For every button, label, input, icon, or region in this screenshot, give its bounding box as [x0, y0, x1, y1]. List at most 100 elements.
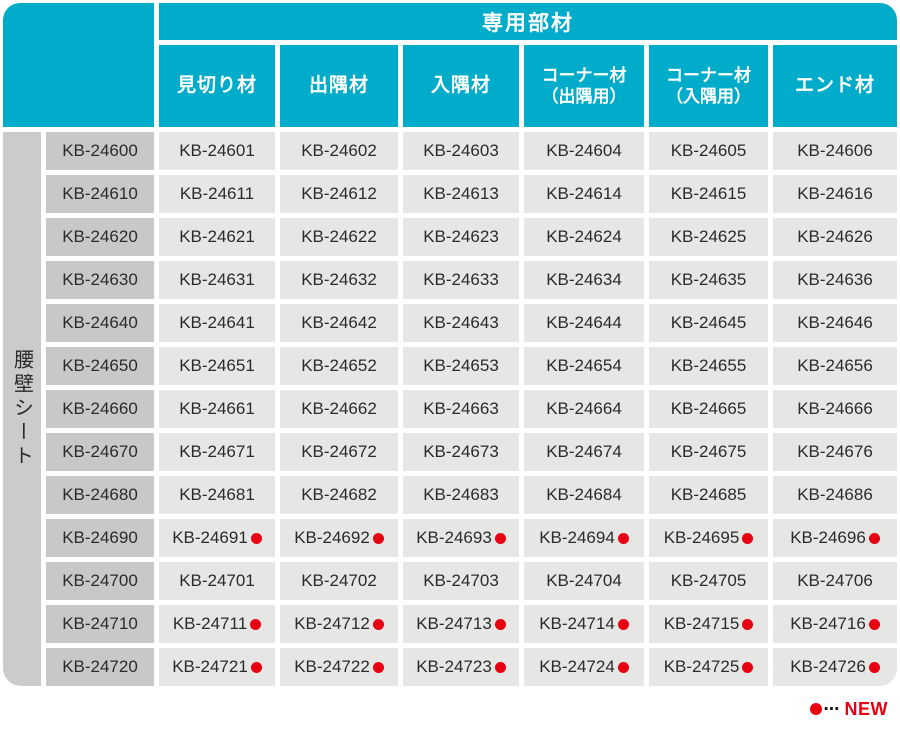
row-header-code: KB-24680	[62, 485, 138, 504]
part-code: KB-24676	[797, 442, 873, 461]
row-header: KB-24630	[46, 261, 154, 299]
legend-new-label: NEW	[844, 698, 888, 719]
part-code: KB-24686	[797, 485, 873, 504]
part-code: KB-24693	[416, 528, 492, 547]
part-code: KB-24604	[546, 141, 622, 160]
part-code: KB-24701	[179, 571, 255, 590]
part-code-cell: KB-24675	[649, 433, 768, 471]
row-header-code: KB-24670	[62, 442, 138, 461]
part-code: KB-24603	[423, 141, 499, 160]
row-header-code: KB-24720	[62, 657, 138, 676]
part-code: KB-24702	[301, 571, 377, 590]
new-dot-icon	[372, 661, 384, 673]
part-code: KB-24613	[423, 184, 499, 203]
part-code: KB-24645	[670, 313, 747, 332]
new-dot-icon	[868, 532, 880, 544]
part-code-cell: KB-24702	[280, 562, 398, 600]
part-code: KB-24682	[301, 485, 377, 504]
part-code: KB-24611	[179, 184, 255, 203]
part-code: KB-24675	[670, 442, 747, 461]
part-code: KB-24674	[546, 442, 622, 461]
part-code: KB-24665	[670, 399, 747, 418]
row-header: KB-24620	[46, 218, 154, 256]
part-code: KB-24695	[663, 528, 740, 547]
part-code-cell: KB-24684	[524, 476, 644, 514]
row-header-code: KB-24600	[62, 141, 138, 160]
part-code: KB-24656	[797, 356, 873, 375]
part-code-cell: KB-24693	[403, 519, 519, 557]
part-code: KB-24653	[423, 356, 499, 375]
part-code-cell: KB-24706	[773, 562, 897, 600]
new-dot-icon	[494, 661, 506, 673]
part-code-cell: KB-24644	[524, 304, 644, 342]
part-code-cell: KB-24643	[403, 304, 519, 342]
part-code: KB-24644	[546, 313, 622, 332]
part-code-cell: KB-24623	[403, 218, 519, 256]
column-header-sublabel: （入隅用）	[666, 87, 751, 106]
column-header-label: エンド材	[794, 75, 875, 97]
part-code: KB-24651	[179, 356, 255, 375]
part-code: KB-24624	[546, 227, 622, 246]
part-code: KB-24626	[797, 227, 873, 246]
part-code-cell: KB-24676	[773, 433, 897, 471]
column-header-sublabel: （出隅用）	[541, 87, 627, 106]
part-code: KB-24715	[663, 614, 740, 633]
column-header-label: 入隅材	[430, 75, 491, 97]
table-title: 専用部材	[482, 11, 574, 35]
part-code: KB-24601	[179, 141, 255, 160]
part-code-cell: KB-24614	[524, 175, 644, 213]
part-code-cell: KB-24701	[159, 562, 275, 600]
part-code-cell: KB-24622	[280, 218, 398, 256]
part-code-cell: KB-24662	[280, 390, 398, 428]
part-code: KB-24605	[670, 141, 747, 160]
part-code-cell: KB-24616	[773, 175, 897, 213]
part-code: KB-24672	[301, 442, 377, 461]
part-code: KB-24685	[670, 485, 747, 504]
column-header-4: コーナー材 （出隅用）	[524, 45, 644, 127]
row-header-code: KB-24660	[62, 399, 138, 418]
part-code: KB-24664	[546, 399, 622, 418]
part-code-cell: KB-24672	[280, 433, 398, 471]
part-code: KB-24654	[546, 356, 622, 375]
part-code: KB-24694	[539, 528, 615, 547]
part-code-cell: KB-24723	[403, 648, 519, 686]
part-code-cell: KB-24692	[280, 519, 398, 557]
part-code-cell: KB-24646	[773, 304, 897, 342]
new-dot-icon	[372, 618, 384, 630]
part-code-cell: KB-24632	[280, 261, 398, 299]
new-dot-icon	[742, 618, 754, 630]
part-code-cell: KB-24664	[524, 390, 644, 428]
table-title-bar: 専用部材	[159, 3, 897, 40]
row-header-code: KB-24700	[62, 571, 138, 590]
new-dot-icon	[868, 661, 880, 673]
row-header-code: KB-24690	[62, 528, 138, 547]
part-code-cell: KB-24636	[773, 261, 897, 299]
part-code-cell: KB-24611	[159, 175, 275, 213]
column-header-label: コーナー材	[666, 65, 751, 85]
part-code-cell: KB-24696	[773, 519, 897, 557]
part-code: KB-24635	[670, 270, 747, 289]
row-header: KB-24600	[46, 132, 154, 170]
part-code-cell: KB-24712	[280, 605, 398, 643]
part-code-cell: KB-24705	[649, 562, 768, 600]
part-code: KB-24722	[294, 657, 370, 676]
part-code-cell: KB-24695	[649, 519, 768, 557]
part-code-cell: KB-24612	[280, 175, 398, 213]
column-header-label: コーナー材	[541, 65, 627, 85]
column-header-label: 見切り材	[176, 75, 257, 97]
side-category-label: 腰壁シート	[10, 349, 33, 469]
part-code: KB-24643	[423, 313, 499, 332]
part-code: KB-24606	[797, 141, 873, 160]
part-code-cell: KB-24631	[159, 261, 275, 299]
row-header: KB-24610	[46, 175, 154, 213]
part-code-cell: KB-24642	[280, 304, 398, 342]
row-header: KB-24710	[46, 605, 154, 643]
part-code-cell: KB-24635	[649, 261, 768, 299]
part-code: KB-24614	[546, 184, 622, 203]
part-code: KB-24706	[797, 571, 873, 590]
part-code-cell: KB-24685	[649, 476, 768, 514]
part-code-cell: KB-24694	[524, 519, 644, 557]
part-code-cell: KB-24681	[159, 476, 275, 514]
part-code: KB-24726	[790, 657, 866, 676]
